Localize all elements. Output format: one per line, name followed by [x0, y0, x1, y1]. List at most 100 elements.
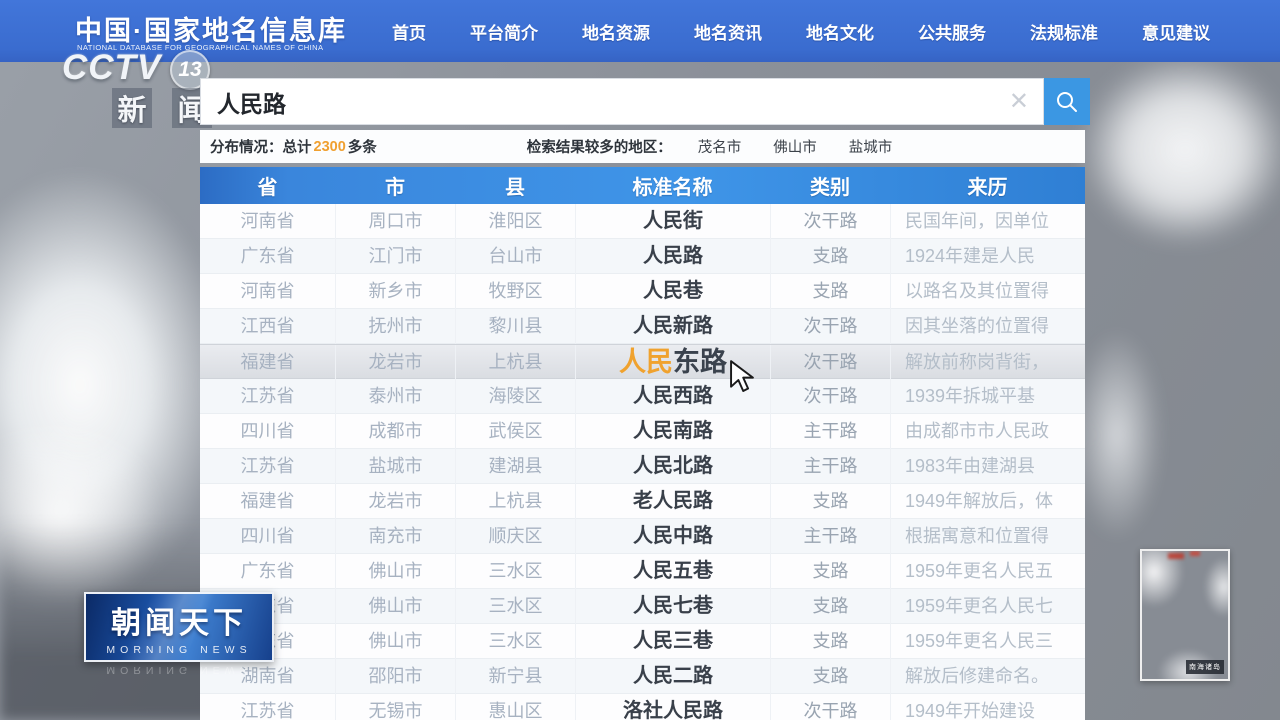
channel-13-badge: 13: [170, 50, 210, 90]
cell-category: 次干路: [770, 379, 890, 414]
table-row[interactable]: 福建省 龙岩市 上杭县 人民东路 次干路 解放前称岗背街，: [200, 344, 1085, 380]
mouse-cursor-icon: [730, 360, 754, 392]
nav-item[interactable]: 平台简介: [470, 23, 538, 43]
cell-city: 佛山市: [335, 554, 455, 589]
inset-map-label: 南海诸岛: [1186, 660, 1224, 674]
name-rest-text: 东路: [673, 347, 727, 377]
table-row[interactable]: 四川省 成都市 武侯区 人民南路 主干路 由成都市市人民政: [200, 414, 1085, 449]
cell-county: 台山市: [455, 239, 575, 274]
cell-county: 三水区: [455, 554, 575, 589]
site-logo-subtitle: NATIONAL DATABASE FOR GEOGRAPHICAL NAMES…: [77, 43, 324, 52]
table-row[interactable]: 广东省佛山市三水区人民七巷支路1959年更名人民七: [200, 589, 1085, 624]
cell-standard-name: 人民新路: [575, 309, 770, 344]
region-link[interactable]: 盐城市: [848, 140, 893, 156]
nav-item[interactable]: 首页: [392, 23, 426, 43]
cell-city: 周口市: [335, 204, 455, 239]
cell-standard-name: 人民西路: [575, 379, 770, 414]
cell-county: 上杭县: [455, 484, 575, 519]
cell-category: 支路: [770, 659, 890, 694]
nav-item[interactable]: 意见建议: [1142, 23, 1210, 43]
nav-item[interactable]: 地名资源: [582, 23, 650, 43]
search-icon: [1057, 91, 1077, 112]
table-row[interactable]: 湖南省 邵阳市 新宁县 人民二路 支路 解放后修建命名。: [200, 659, 1085, 694]
summary-bar: 分布情况：总计 2300 多条 检索结果较多的地区： 茂名市 佛山市 盐城市: [200, 130, 1085, 163]
cell-county: 武侯区: [455, 414, 575, 449]
table-row[interactable]: 江苏省 盐城市 建湖县 人民北路 主干路 1983年由建湖县: [200, 449, 1085, 484]
cell-province: 江西省: [240, 316, 295, 336]
cell-province: 四川省: [240, 526, 295, 546]
cell-origin: 解放前称岗背街，: [890, 345, 1085, 380]
cell-origin: 民国年间，因单位: [890, 204, 1085, 239]
cell-standard-name: 人民三巷: [575, 624, 770, 659]
site-logo-title: 中国·国家地名信息库: [75, 16, 347, 46]
cell-city: 龙岩市: [335, 484, 455, 519]
table-row[interactable]: 福建省 龙岩市 上杭县 老人民路 支路 1949年解放后，体: [200, 484, 1085, 519]
cell-category: 次干路: [770, 309, 890, 344]
cell-province: 四川省: [240, 421, 295, 441]
cell-category: 支路: [770, 484, 890, 519]
cell-standard-name: 人民街: [575, 204, 770, 239]
cell-standard-name: 人民南路: [575, 414, 770, 449]
cell-province: 河南省: [240, 211, 295, 231]
cell-standard-name: 人民五巷: [575, 554, 770, 589]
cell-origin: 1959年更名人民五: [890, 554, 1085, 589]
search-field[interactable]: ✕: [200, 78, 1044, 125]
col-header-origin: 来历: [967, 177, 1008, 199]
cell-standard-name: 人民中路: [575, 519, 770, 554]
cell-standard-name: 老人民路: [575, 484, 770, 519]
clear-search-icon[interactable]: ✕: [1008, 88, 1029, 115]
table-row[interactable]: 河南省 周口市 淮阳区 人民街 次干路 民国年间，因单位: [200, 204, 1085, 239]
table-row[interactable]: 广东省佛山市三水区人民三巷支路1959年更名人民三: [200, 624, 1085, 659]
cell-standard-name: 人民东路: [575, 345, 770, 380]
table-row[interactable]: 四川省 南充市 顺庆区 人民中路 主干路 根据寓意和位置得: [200, 519, 1085, 554]
cctv-logo: CCTV 13 新 闻: [62, 48, 212, 128]
cell-province: 湖南省: [240, 666, 295, 686]
col-header-province: 省: [257, 177, 278, 199]
table-row[interactable]: 江西省 抚州市 黎川县 人民新路 次干路 因其坐落的位置得: [200, 309, 1085, 344]
regions-label: 检索结果较多的地区：: [526, 140, 672, 156]
nav-item[interactable]: 法规标准: [1030, 23, 1098, 43]
cell-origin: 由成都市市人民政: [890, 414, 1085, 449]
cell-category: 次干路: [770, 694, 890, 720]
table-row[interactable]: 河南省 新乡市 牧野区 人民巷 支路 以路名及其位置得: [200, 274, 1085, 309]
cell-origin: 1983年由建湖县: [890, 449, 1085, 484]
inset-landmass: [1204, 557, 1228, 617]
cell-origin: 1949年开始建设: [890, 694, 1085, 720]
cell-city: 佛山市: [335, 624, 455, 659]
site-header-bar: 中国·国家地名信息库 NATIONAL DATABASE FOR GEOGRAP…: [0, 0, 1280, 62]
cell-category: 支路: [770, 239, 890, 274]
cell-city: 成都市: [335, 414, 455, 449]
col-header-county: 县: [505, 177, 525, 199]
result-count-suffix: 多条: [347, 140, 377, 156]
cell-province: 广东省: [240, 561, 295, 581]
table-row[interactable]: 江苏省 无锡市 惠山区 洛社人民路 次干路 1949年开始建设: [200, 694, 1085, 720]
program-badge: 朝闻天下 MORNING NEWS: [84, 592, 274, 662]
table-row[interactable]: 江苏省 泰州市 海陵区 人民西路 次干路 1939年拆城平基: [200, 379, 1085, 414]
nav-item[interactable]: 地名文化: [806, 23, 874, 43]
cell-city: 无锡市: [335, 694, 455, 720]
cell-origin: 解放后修建命名。: [890, 659, 1085, 694]
col-header-standard-name: 标准名称: [632, 177, 713, 199]
region-link[interactable]: 茂名市: [697, 140, 742, 156]
cell-category: 主干路: [770, 414, 890, 449]
search-button[interactable]: [1044, 78, 1090, 125]
table-row[interactable]: 广东省 江门市 台山市 人民路 支路 1924年建是人民: [200, 239, 1085, 274]
cell-standard-name: 人民七巷: [575, 589, 770, 624]
cell-city: 邵阳市: [335, 659, 455, 694]
cell-province: 江苏省: [240, 701, 295, 720]
search-input[interactable]: [217, 80, 977, 123]
cell-county: 黎川县: [455, 309, 575, 344]
south-china-sea-inset-map: 南海诸岛: [1140, 549, 1230, 681]
cell-standard-name: 人民路: [575, 239, 770, 274]
cell-county: 海陵区: [455, 379, 575, 414]
nav-item[interactable]: 公共服务: [918, 23, 986, 43]
nav-item[interactable]: 地名资讯: [694, 23, 762, 43]
region-link[interactable]: 佛山市: [773, 140, 817, 156]
cell-county: 三水区: [455, 589, 575, 624]
cell-county: 新宁县: [455, 659, 575, 694]
background-landmass-left: [0, 170, 230, 600]
cell-standard-name: 人民北路: [575, 449, 770, 484]
table-row[interactable]: 广东省 佛山市 三水区 人民五巷 支路 1959年更名人民五: [200, 554, 1085, 589]
cell-origin: 以路名及其位置得: [890, 274, 1085, 309]
channel-name-char: 新: [112, 88, 152, 128]
